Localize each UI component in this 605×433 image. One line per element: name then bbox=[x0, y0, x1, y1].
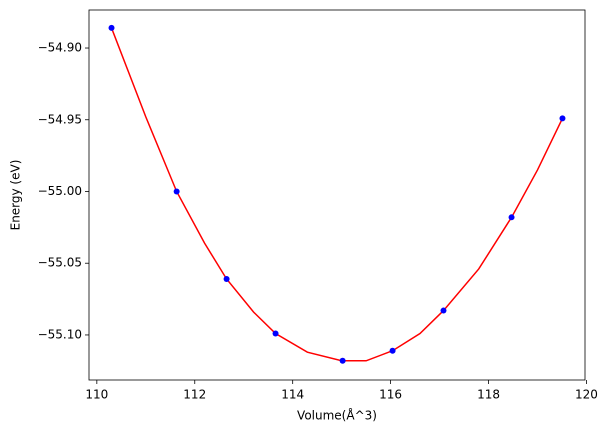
plot-frame bbox=[88, 9, 586, 381]
y-axis-label: Energy (eV) bbox=[9, 160, 23, 231]
x-axis-label: Volume(Å^3) bbox=[297, 408, 377, 423]
x-tick-label: 110 bbox=[85, 388, 108, 402]
data-point bbox=[508, 214, 515, 221]
x-tick-label: 112 bbox=[183, 388, 206, 402]
y-tick-label: −55.00 bbox=[38, 184, 82, 198]
data-point bbox=[223, 275, 230, 282]
x-tick-label: 118 bbox=[477, 388, 500, 402]
x-tick-label: 114 bbox=[281, 388, 304, 402]
x-tick-label: 116 bbox=[379, 388, 402, 402]
y-tick-label: −54.95 bbox=[38, 112, 82, 126]
y-tick-label: −55.05 bbox=[38, 256, 82, 270]
data-point bbox=[272, 330, 279, 337]
data-point bbox=[389, 347, 396, 354]
x-tick-label: 120 bbox=[575, 388, 598, 402]
data-point bbox=[173, 188, 180, 195]
y-tick-label: −55.10 bbox=[38, 327, 82, 341]
data-point bbox=[108, 24, 115, 31]
data-point bbox=[440, 307, 447, 314]
y-tick-label: −54.90 bbox=[38, 41, 82, 55]
data-point bbox=[339, 357, 346, 364]
fit-line bbox=[110, 27, 564, 362]
data-point bbox=[559, 115, 566, 122]
